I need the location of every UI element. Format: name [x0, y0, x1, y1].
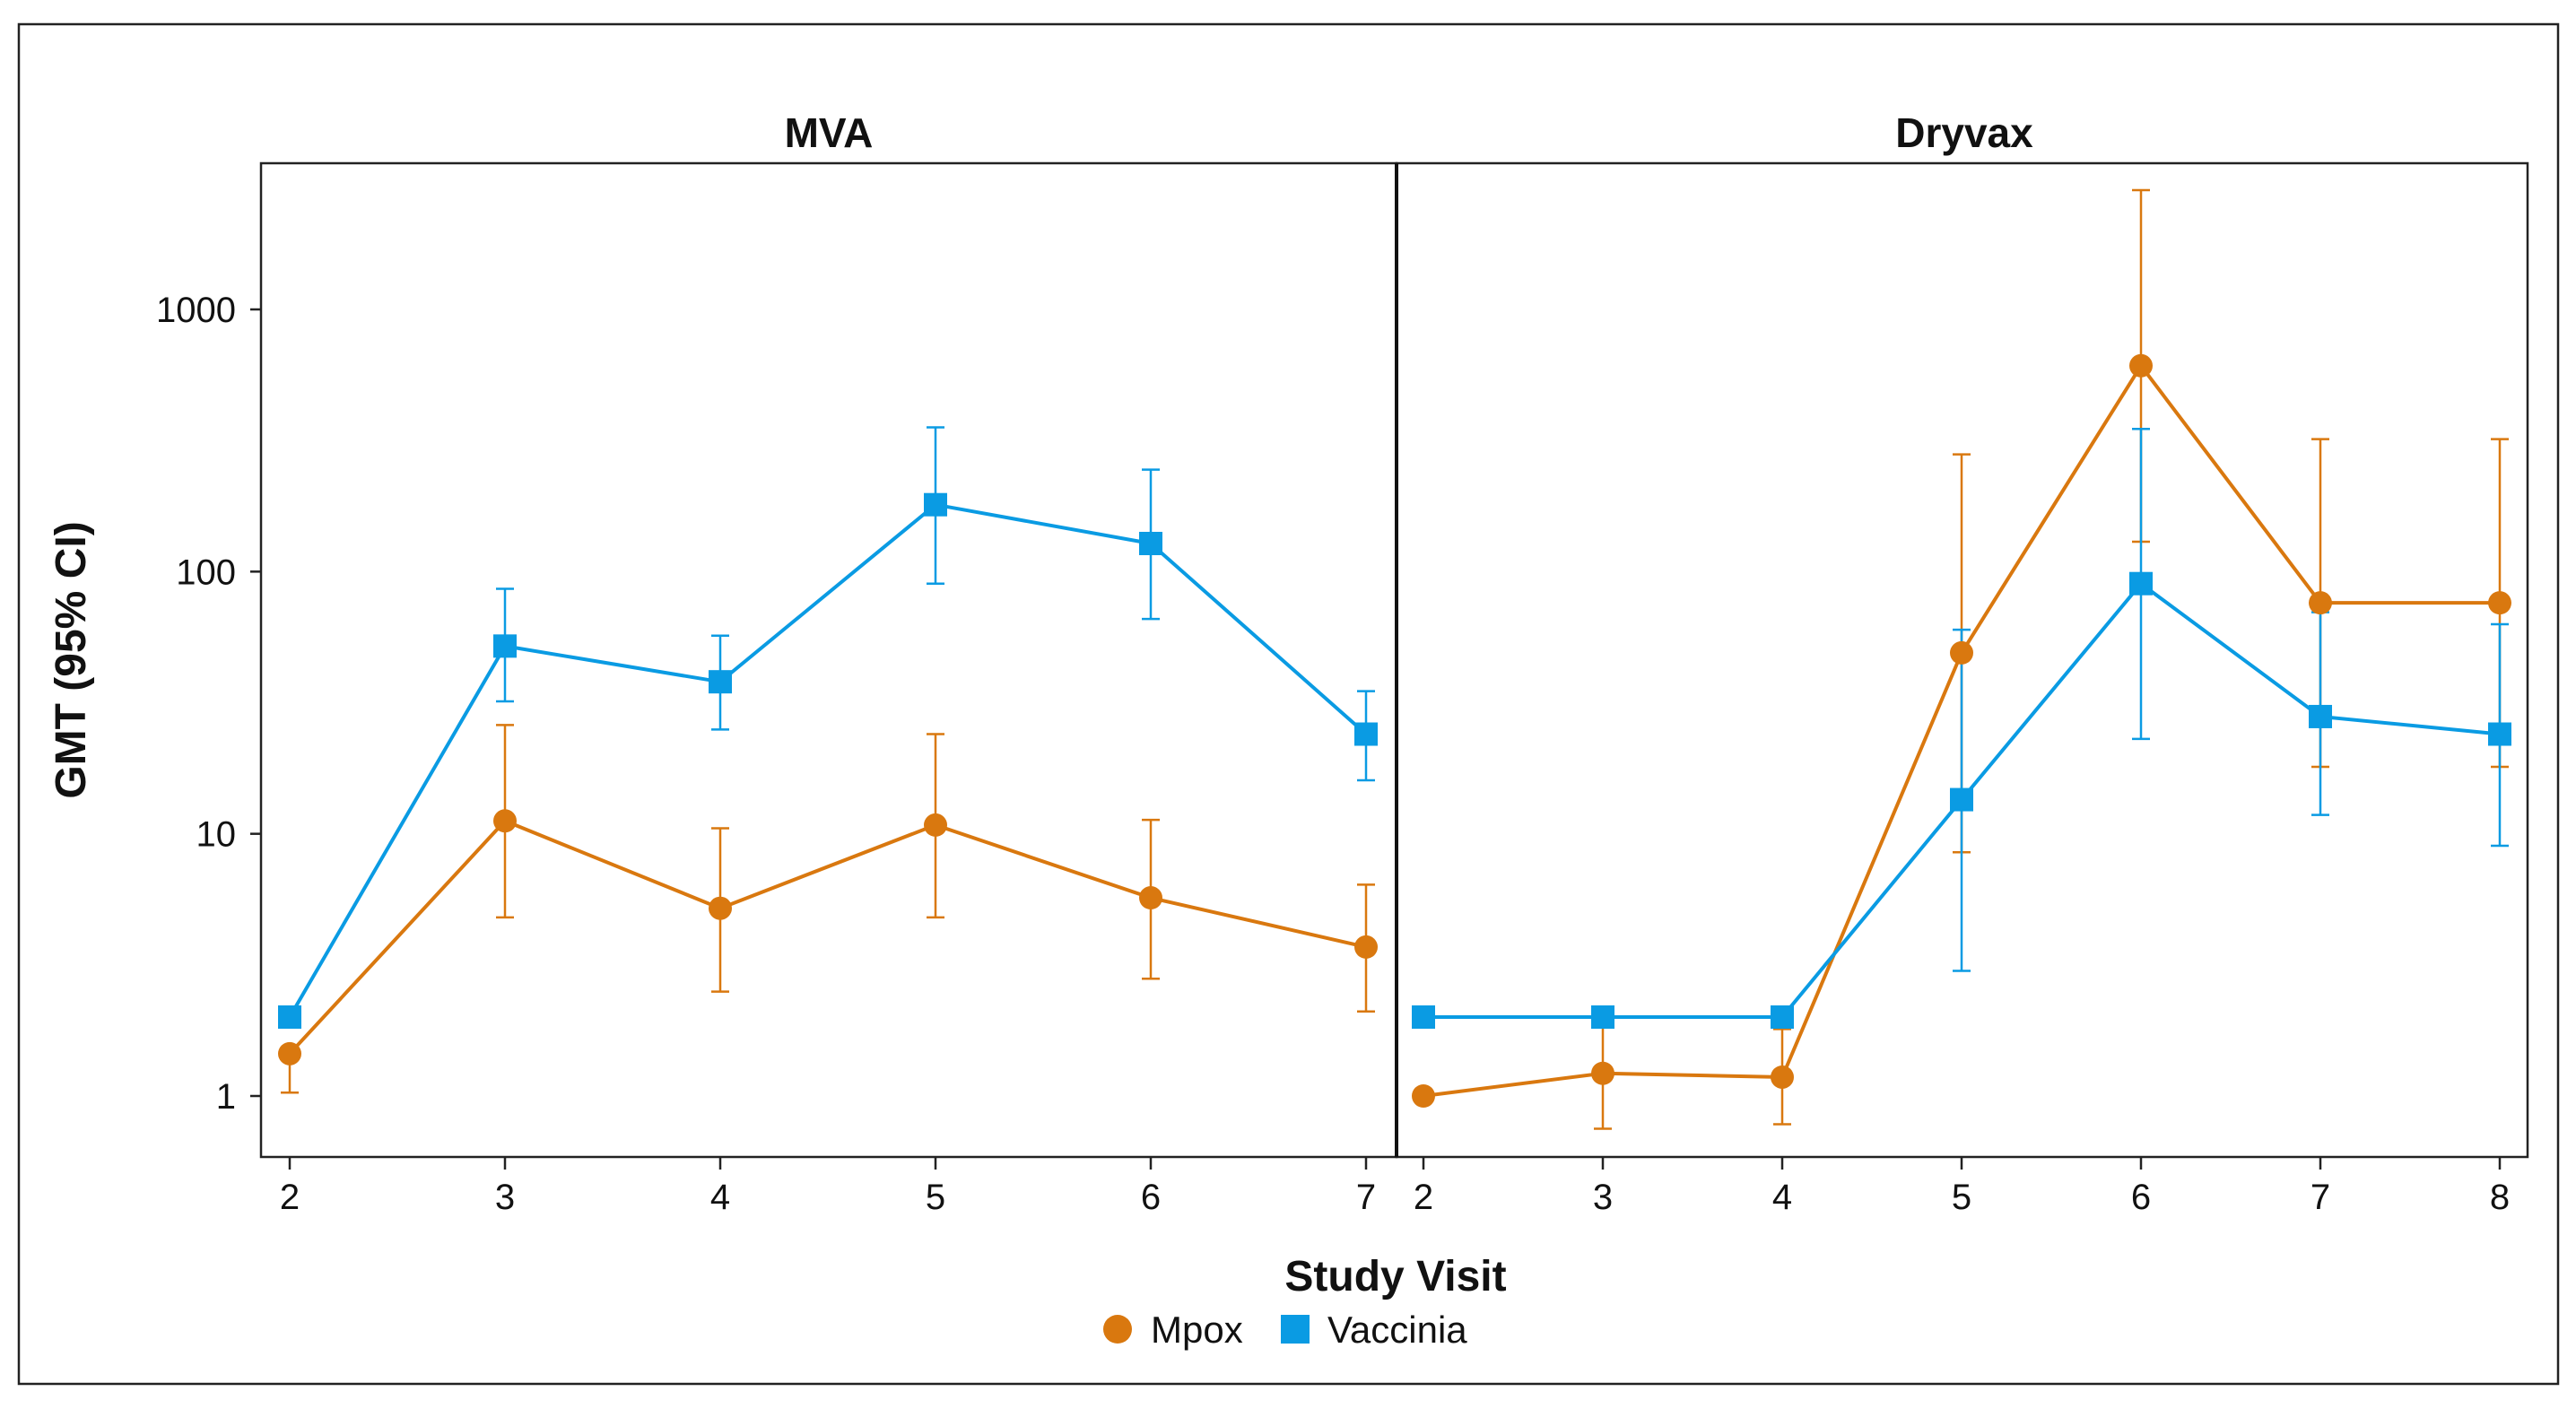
point-dryvax-vaccinia-5 — [1950, 787, 1973, 812]
x-tick-label-dryvax-3: 3 — [1593, 1178, 1613, 1217]
x-tick-label-dryvax-6: 6 — [2131, 1178, 2151, 1217]
y-axis-title: GMT (95% CI) — [48, 521, 95, 798]
point-dryvax-mpox-3 — [1591, 1061, 1614, 1085]
point-mva-mpox-3 — [493, 809, 517, 833]
point-mva-mpox-7 — [1354, 935, 1378, 959]
markers-dryvax-mpox — [1412, 353, 2511, 1108]
x-axis-title: Study Visit — [1284, 1253, 1506, 1300]
point-mva-vaccinia-5 — [924, 492, 947, 517]
x-tick-label-dryvax-5: 5 — [1952, 1178, 1971, 1217]
x-tick-label-dryvax-4: 4 — [1772, 1178, 1792, 1217]
error-bars-dryvax-mpox — [1594, 188, 2509, 1130]
legend-vaccinia-square-icon — [1281, 1315, 1310, 1344]
y-axis: 1 10 100 1000 — [156, 291, 261, 1117]
x-tick-label-mva-3: 3 — [495, 1178, 515, 1217]
error-bars-mva-mpox — [281, 724, 1375, 1094]
figure-border — [17, 22, 2560, 1386]
point-dryvax-vaccinia-7 — [2309, 704, 2332, 728]
legend-label-mpox: Mpox — [1151, 1309, 1243, 1351]
point-dryvax-mpox-6 — [2129, 353, 2153, 378]
error-bars-mva-vaccinia — [496, 426, 1375, 782]
x-tick-label-mva-5: 5 — [926, 1178, 945, 1217]
panel-title-dryvax: Dryvax — [1895, 109, 2033, 156]
panel-frame-mva — [259, 161, 1398, 1159]
markers-dryvax-vaccinia — [1412, 571, 2511, 1029]
series-line-mva-vaccinia — [288, 502, 1368, 1019]
x-tick-label-dryvax-2: 2 — [1414, 1178, 1433, 1217]
point-mva-vaccinia-4 — [709, 670, 732, 694]
error-bars-dryvax-vaccinia — [1953, 428, 2509, 972]
x-tick-label-mva-7: 7 — [1356, 1178, 1376, 1217]
y-tick-label-1000: 1000 — [156, 291, 236, 330]
point-dryvax-vaccinia-2 — [1412, 1005, 1435, 1029]
panel-dryvax: 2 3 4 5 6 7 8 — [1395, 161, 2529, 1217]
legend-mpox-circle-icon — [1103, 1315, 1132, 1344]
x-tick-label-mva-6: 6 — [1141, 1178, 1161, 1217]
series-line-mva-mpox — [288, 818, 1367, 1056]
markers-mva-vaccinia — [278, 492, 1378, 1029]
y-tick-label-100: 100 — [176, 552, 236, 592]
point-dryvax-vaccinia-8 — [2488, 722, 2511, 746]
point-mva-mpox-5 — [924, 813, 947, 837]
panel-mva: 2 3 4 5 6 7 — [259, 161, 1398, 1217]
point-dryvax-mpox-7 — [2309, 591, 2332, 615]
point-dryvax-vaccinia-3 — [1591, 1005, 1614, 1029]
point-dryvax-mpox-2 — [1412, 1084, 1435, 1108]
point-mva-vaccinia-3 — [493, 634, 517, 658]
point-mva-mpox-2 — [278, 1041, 301, 1065]
point-dryvax-mpox-4 — [1771, 1065, 1794, 1089]
panel-title-mva: MVA — [785, 109, 874, 156]
markers-mva-mpox — [278, 809, 1378, 1065]
point-mva-vaccinia-2 — [278, 1005, 301, 1029]
x-tick-label-dryvax-7: 7 — [2311, 1178, 2330, 1217]
x-tick-label-dryvax-8: 8 — [2490, 1178, 2510, 1217]
point-mva-mpox-4 — [709, 896, 732, 920]
x-tick-label-mva-2: 2 — [280, 1178, 300, 1217]
y-tick-label-10: 10 — [196, 815, 237, 855]
point-mva-vaccinia-6 — [1139, 531, 1162, 555]
x-tick-label-mva-4: 4 — [710, 1178, 730, 1217]
point-mva-vaccinia-7 — [1354, 722, 1378, 746]
point-dryvax-vaccinia-6 — [2129, 571, 2153, 596]
point-dryvax-mpox-8 — [2488, 591, 2511, 615]
point-mva-mpox-6 — [1139, 886, 1162, 910]
y-tick-label-1: 1 — [216, 1077, 236, 1117]
legend-label-vaccinia: Vaccinia — [1327, 1309, 1467, 1351]
point-dryvax-mpox-5 — [1950, 640, 1973, 665]
legend: Mpox Vaccinia — [1103, 1309, 1467, 1351]
point-dryvax-vaccinia-4 — [1771, 1005, 1794, 1029]
